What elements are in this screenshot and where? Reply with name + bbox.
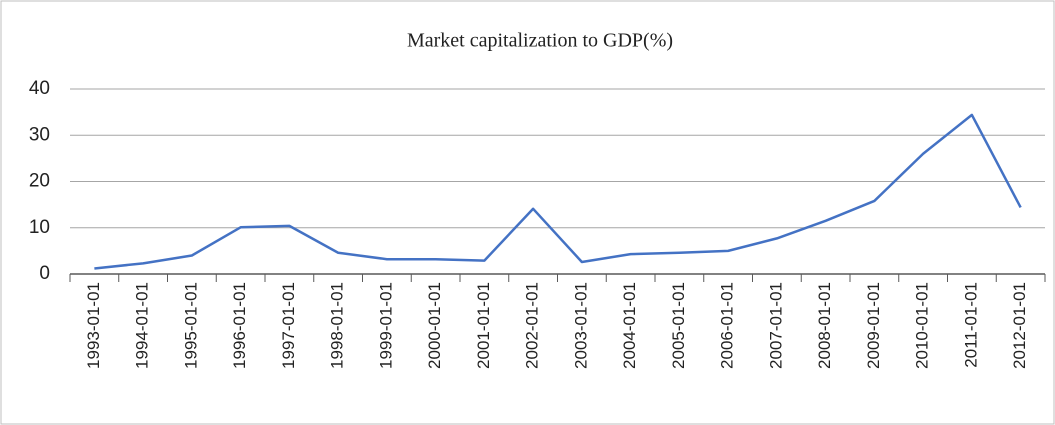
x-tick-label: 2003-01-01 bbox=[571, 282, 590, 369]
x-tick-label: 1999-01-01 bbox=[376, 282, 395, 369]
x-tick-label: 1994-01-01 bbox=[133, 282, 152, 369]
x-tick-label: 1997-01-01 bbox=[279, 282, 298, 369]
x-tick-label: 2008-01-01 bbox=[815, 282, 834, 369]
x-tick-label: 2009-01-01 bbox=[864, 282, 883, 369]
x-tick-label: 1995-01-01 bbox=[181, 282, 200, 369]
y-tick-label: 0 bbox=[39, 263, 50, 284]
x-tick-label: 2007-01-01 bbox=[766, 282, 785, 369]
x-tick-label: 2002-01-01 bbox=[523, 282, 542, 369]
x-tick-label: 2012-01-01 bbox=[1010, 282, 1029, 369]
y-tick-label: 20 bbox=[29, 171, 50, 192]
chart-title: Market capitalization to GDP(%) bbox=[407, 30, 673, 52]
x-tick-label: 2004-01-01 bbox=[620, 282, 639, 369]
x-tick-label: 2011-01-01 bbox=[961, 282, 980, 368]
x-tick-label: 1993-01-01 bbox=[84, 282, 103, 369]
x-tick-label: 2010-01-01 bbox=[913, 282, 932, 369]
y-tick-label: 30 bbox=[29, 124, 50, 145]
x-tick-label: 2000-01-01 bbox=[425, 282, 444, 369]
x-tick-label: 2001-01-01 bbox=[474, 282, 493, 369]
data-line bbox=[94, 113, 1022, 270]
x-tick-label: 1996-01-01 bbox=[230, 282, 249, 369]
x-tick-label: 2005-01-01 bbox=[669, 282, 688, 369]
x-tick-label: 1998-01-01 bbox=[328, 282, 347, 369]
y-tick-label: 40 bbox=[29, 78, 50, 99]
x-tick-label: 2006-01-01 bbox=[718, 282, 737, 369]
y-tick-label: 10 bbox=[29, 217, 50, 238]
